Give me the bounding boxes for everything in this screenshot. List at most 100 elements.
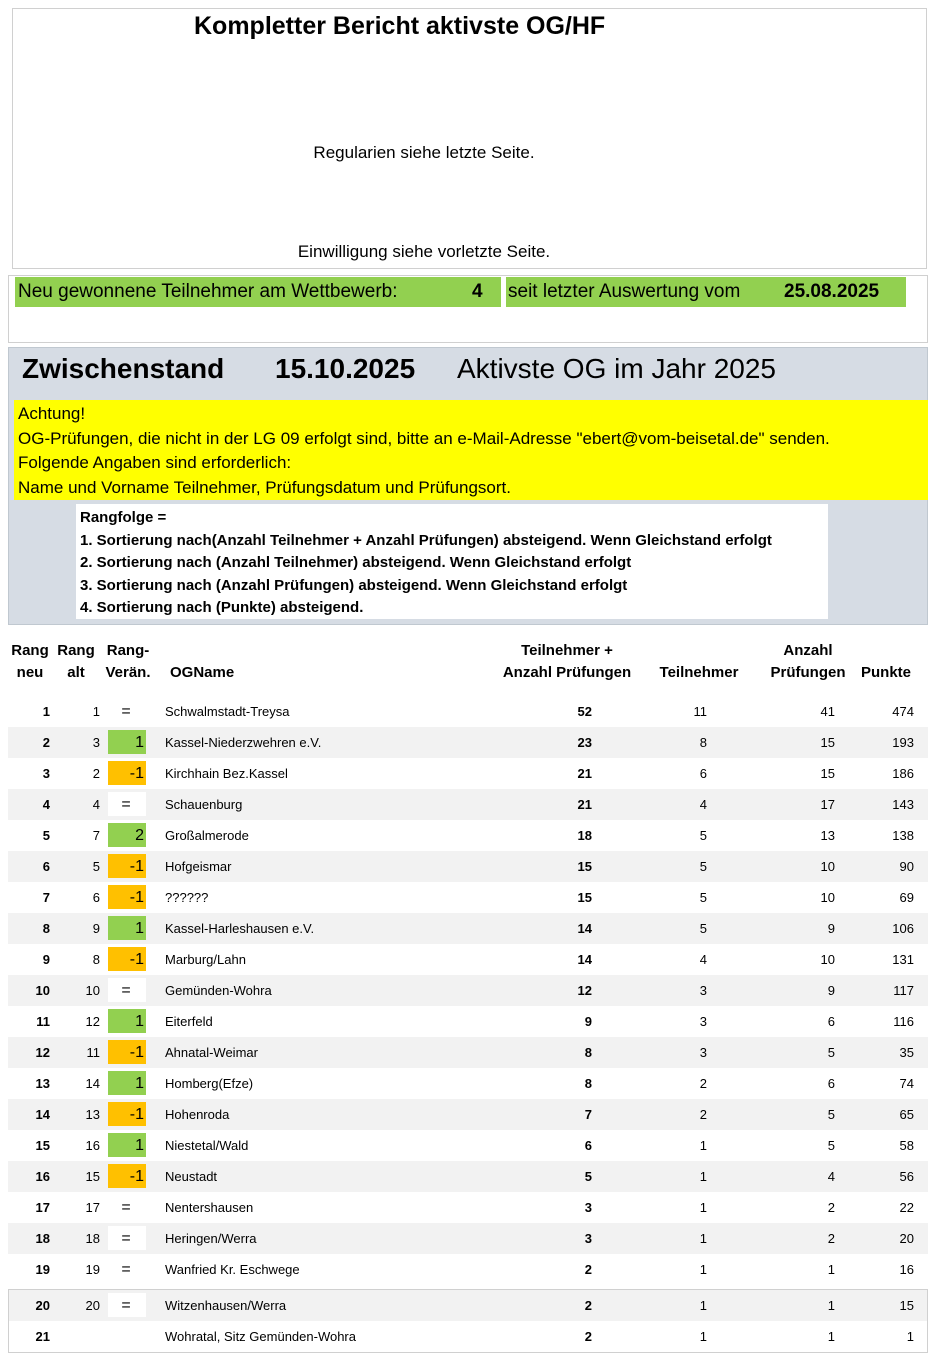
exams: 5 — [827, 1045, 835, 1060]
row-band — [8, 1099, 928, 1130]
sum: 3 — [584, 1231, 592, 1246]
header-line: Rang — [57, 642, 95, 659]
change-box — [108, 1040, 146, 1064]
change-box — [108, 978, 146, 1002]
participants: 2 — [699, 1107, 707, 1122]
rank-new: 17 — [35, 1200, 50, 1215]
rank-old: 11 — [86, 1045, 101, 1060]
rank-change: 2 — [135, 827, 144, 844]
row-band — [8, 727, 928, 758]
points: 117 — [893, 983, 914, 998]
rank-new: 13 — [35, 1076, 50, 1091]
sum: 2 — [584, 1262, 592, 1277]
rank-new: 21 — [35, 1329, 50, 1344]
rank-change: 1 — [135, 920, 144, 937]
points: 90 — [899, 859, 914, 874]
sum: 5 — [584, 1169, 592, 1184]
points: 69 — [899, 890, 914, 905]
participants: 6 — [699, 766, 707, 781]
rules-box — [76, 504, 828, 619]
participants: 1 — [699, 1231, 707, 1246]
participants: 1 — [699, 1200, 707, 1215]
change-box — [108, 792, 146, 816]
header-line: alt — [67, 664, 85, 681]
rank-change: -1 — [129, 765, 144, 782]
og-name: Hohenroda — [165, 1107, 230, 1122]
green-highlight — [15, 277, 501, 307]
header-line: Teilnehmer — [659, 664, 739, 681]
rank-old: 4 — [92, 797, 100, 812]
sum: 21 — [577, 797, 592, 812]
new-participants-label: Neu gewonnene Teilnehmer am Wettbewerb: — [18, 281, 398, 302]
change-box — [108, 1071, 146, 1095]
points: 15 — [899, 1298, 914, 1313]
change-box — [108, 823, 146, 847]
sum: 8 — [584, 1076, 592, 1091]
og-name: Kassel-Harleshausen e.V. — [165, 921, 315, 936]
og-name: Nentershausen — [165, 1200, 254, 1215]
points: 74 — [899, 1076, 914, 1091]
rank-change: 1 — [135, 1075, 144, 1092]
og-name: Schauenburg — [165, 797, 243, 812]
row-band — [8, 1223, 928, 1254]
sum: 9 — [584, 1014, 592, 1029]
change-box — [108, 916, 146, 940]
rank-old: 10 — [85, 983, 100, 998]
og-name: ?????? — [165, 890, 209, 905]
og-name: Witzenhausen/Werra — [165, 1298, 287, 1313]
header-line: Anzahl Prüfungen — [502, 664, 632, 681]
change-box — [108, 1133, 146, 1157]
rank-change: -1 — [129, 858, 144, 875]
points: 1 — [906, 1329, 914, 1344]
exams: 15 — [820, 735, 835, 750]
notice-box — [14, 400, 928, 500]
points: 116 — [893, 1014, 914, 1029]
change-box — [108, 730, 146, 754]
rank-change: -1 — [129, 1044, 144, 1061]
sum: 8 — [584, 1045, 592, 1060]
og-name: Eiterfeld — [165, 1014, 213, 1029]
sum: 7 — [584, 1107, 592, 1122]
sum: 52 — [577, 704, 592, 719]
points: 193 — [892, 735, 914, 750]
participants: 2 — [699, 1076, 707, 1091]
new-participants-box — [8, 275, 928, 343]
row-band — [8, 851, 928, 882]
rank-change: 1 — [135, 1137, 144, 1154]
points: 143 — [892, 797, 914, 812]
sum: 6 — [584, 1138, 592, 1153]
rule-line: 2. Sortierung nach (Anzahl Teilnehmer) a… — [80, 554, 632, 571]
points: 474 — [892, 704, 914, 719]
header-line: Punkte — [860, 664, 911, 681]
exams: 1 — [827, 1298, 835, 1313]
rank-new: 16 — [35, 1169, 50, 1184]
rules: Rangfolge = 1. Sortierung nach(Anzahl Tei… — [80, 507, 772, 620]
rule-line: 3. Sortierung nach (Anzahl Prüfungen) ab… — [80, 576, 628, 594]
rank-old: 9 — [92, 921, 100, 936]
exams: 13 — [820, 828, 835, 843]
exams: 5 — [827, 1107, 835, 1122]
participants: 1 — [699, 1298, 707, 1313]
rank-old: 1 — [92, 704, 100, 719]
exams: 15 — [820, 766, 835, 781]
rule-line: 1. Sortierung nach(Anzahl Teilnehmer + A… — [80, 531, 772, 549]
participants: 1 — [699, 1169, 707, 1184]
change-box — [108, 761, 146, 785]
points: 56 — [899, 1169, 914, 1184]
header-box — [12, 8, 927, 269]
participants: 5 — [699, 828, 707, 843]
standing-date: 15.10.2025 — [275, 353, 416, 384]
rank-old: 16 — [85, 1138, 100, 1153]
sum: 2 — [584, 1329, 592, 1344]
header-line: Anzahl — [783, 642, 833, 659]
rank-change: -1 — [129, 889, 144, 906]
points: 65 — [899, 1107, 914, 1122]
og-name: Wohratal, Sitz Gemünden-Wohra — [165, 1329, 356, 1344]
header-line: Teilnehmer + — [521, 642, 613, 659]
column-header: Rang alt — [54, 640, 98, 684]
column-header: Anzahl Prüfungen — [762, 640, 854, 684]
rank-old: 5 — [92, 859, 100, 874]
og-name: Niestetal/Wald — [165, 1138, 249, 1153]
column-header: Rang neu — [8, 640, 52, 684]
change-box — [108, 1009, 146, 1033]
